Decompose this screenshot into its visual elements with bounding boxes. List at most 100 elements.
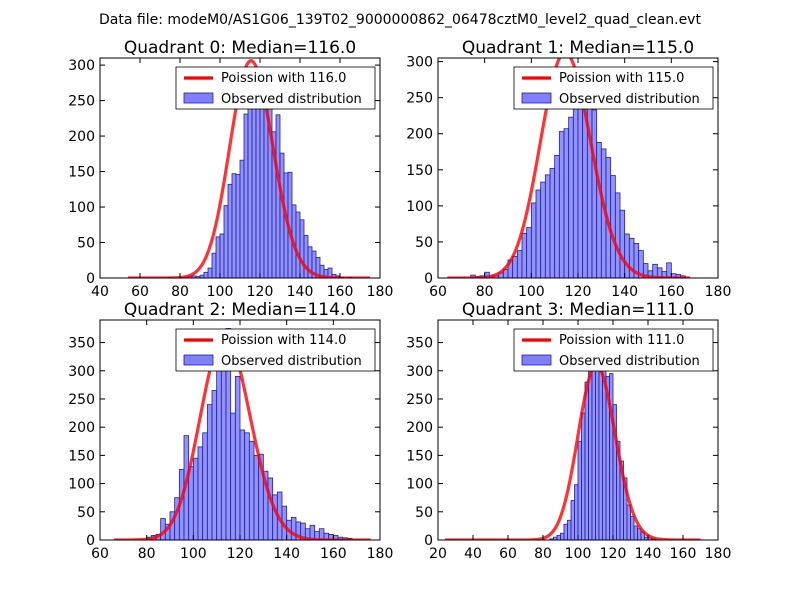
histogram-bar <box>633 525 638 540</box>
x-tick-label: 180 <box>367 284 394 300</box>
legend-label-curve: Poission with 115.0 <box>559 71 684 86</box>
histogram-bar <box>219 233 225 278</box>
histogram-bar <box>202 432 208 540</box>
histogram-bar <box>231 173 237 278</box>
histogram-bar <box>220 347 227 540</box>
histogram-bar <box>275 114 281 278</box>
histogram-bar <box>211 252 217 278</box>
histogram-bar <box>272 494 278 540</box>
histogram-bar <box>243 113 249 278</box>
x-tick-label: 60 <box>499 546 517 562</box>
histogram-bar <box>624 233 630 278</box>
x-tick-label: 160 <box>320 546 347 562</box>
x-tick-label: 120 <box>227 546 254 562</box>
chart-panel-0: 40 60 80 100 120 140 160 180 0 50 100 150 200 250 300 Q… <box>68 38 393 300</box>
histogram-bar <box>568 116 574 278</box>
legend-bar-swatch <box>521 354 552 366</box>
legend: Poission with 115.0 Observed distribution <box>513 66 714 110</box>
histogram-bar <box>572 90 579 278</box>
histogram-bar <box>303 235 309 278</box>
y-tick-label: 350 <box>68 336 95 352</box>
x-tick-label: 40 <box>464 546 482 562</box>
y-tick-label: 0 <box>86 533 95 549</box>
histogram-bar <box>223 205 229 278</box>
x-tick-label: 180 <box>705 284 732 300</box>
histogram-bar <box>563 523 568 540</box>
histogram-bar <box>563 128 570 278</box>
histogram-bar <box>211 390 218 540</box>
y-tick-label: 50 <box>415 235 433 251</box>
x-tick-label: 140 <box>273 546 300 562</box>
x-tick-label: 180 <box>705 546 732 562</box>
histogram-bar <box>530 202 537 278</box>
x-tick-label: 100 <box>565 546 592 562</box>
histogram-bar <box>666 262 672 278</box>
y-tick-label: 100 <box>68 200 95 216</box>
x-tick-label: 160 <box>658 284 685 300</box>
legend-label-bars: Observed distribution <box>559 354 700 369</box>
x-tick-label: 140 <box>611 284 638 300</box>
histogram-bar <box>584 381 589 540</box>
histogram-bar <box>255 97 261 278</box>
y-tick-label: 200 <box>406 127 433 143</box>
histogram-bar <box>206 404 213 540</box>
poisson-curve <box>446 58 691 278</box>
x-tick-label: 60 <box>91 546 109 562</box>
axes-frame <box>99 57 381 279</box>
y-tick-label: 200 <box>68 420 95 436</box>
histogram-bar <box>512 255 518 278</box>
chart-title: Quadrant 1: Median=115.0 <box>462 38 694 58</box>
legend-label-curve: Poission with 114.0 <box>221 333 346 348</box>
histogram-bar <box>227 183 233 278</box>
x-tick-label: 60 <box>429 284 447 300</box>
histogram-bar <box>540 181 546 278</box>
histogram-bar <box>516 250 523 278</box>
y-tick-label: 150 <box>68 165 95 181</box>
histogram-bar <box>556 535 561 540</box>
x-tick-label: 20 <box>429 546 447 562</box>
histogram-bar <box>567 519 572 540</box>
histogram-bar <box>526 227 532 278</box>
histogram-bar <box>279 152 285 278</box>
histogram-bar <box>626 504 631 540</box>
plot-area <box>113 328 372 540</box>
x-tick-label: 100 <box>518 284 545 300</box>
x-tick-label: 120 <box>247 284 274 300</box>
histogram-bar <box>230 412 236 540</box>
y-tick-label: 300 <box>406 55 433 71</box>
x-tick-label: 80 <box>138 546 156 562</box>
histogram-bar <box>614 192 621 278</box>
legend-label-bars: Observed distribution <box>221 92 362 107</box>
legend: Poission with 116.0 Observed distribution <box>175 66 376 110</box>
histogram-bar <box>267 477 274 540</box>
y-tick-label: 200 <box>406 420 433 436</box>
legend-label-curve: Poission with 111.0 <box>559 333 684 348</box>
legend-bar-swatch <box>521 92 552 104</box>
histogram-bar <box>299 219 305 278</box>
x-tick-label: 60 <box>131 284 149 300</box>
legend: Poission with 114.0 Observed distribution <box>175 328 376 372</box>
histogram-bar <box>581 412 586 540</box>
legend: Poission with 111.0 Observed distribution <box>513 328 714 372</box>
histogram-bar <box>251 80 257 278</box>
histogram-bar <box>207 267 213 278</box>
x-tick-label: 100 <box>207 284 234 300</box>
histogram-bar <box>544 174 551 278</box>
x-tick-label: 80 <box>171 284 189 300</box>
histogram-bar <box>244 432 250 540</box>
histogram-bar <box>570 500 575 540</box>
histogram-bar <box>239 159 245 278</box>
y-tick-label: 350 <box>406 336 433 352</box>
y-tick-label: 150 <box>406 163 433 179</box>
x-tick-label: 140 <box>635 546 662 562</box>
chart-panel-3: 20 40 60 80 100 120 140 160 180 0 50 100 150 200 250 30… <box>406 300 731 562</box>
histogram-bar <box>239 429 246 540</box>
histogram-bar <box>234 376 241 540</box>
x-tick-label: 100 <box>180 546 207 562</box>
y-tick-label: 150 <box>68 448 95 464</box>
legend-bar-swatch <box>183 92 214 104</box>
histogram-bar <box>521 232 528 278</box>
y-tick-label: 250 <box>406 91 433 107</box>
x-tick-label: 120 <box>565 284 592 300</box>
